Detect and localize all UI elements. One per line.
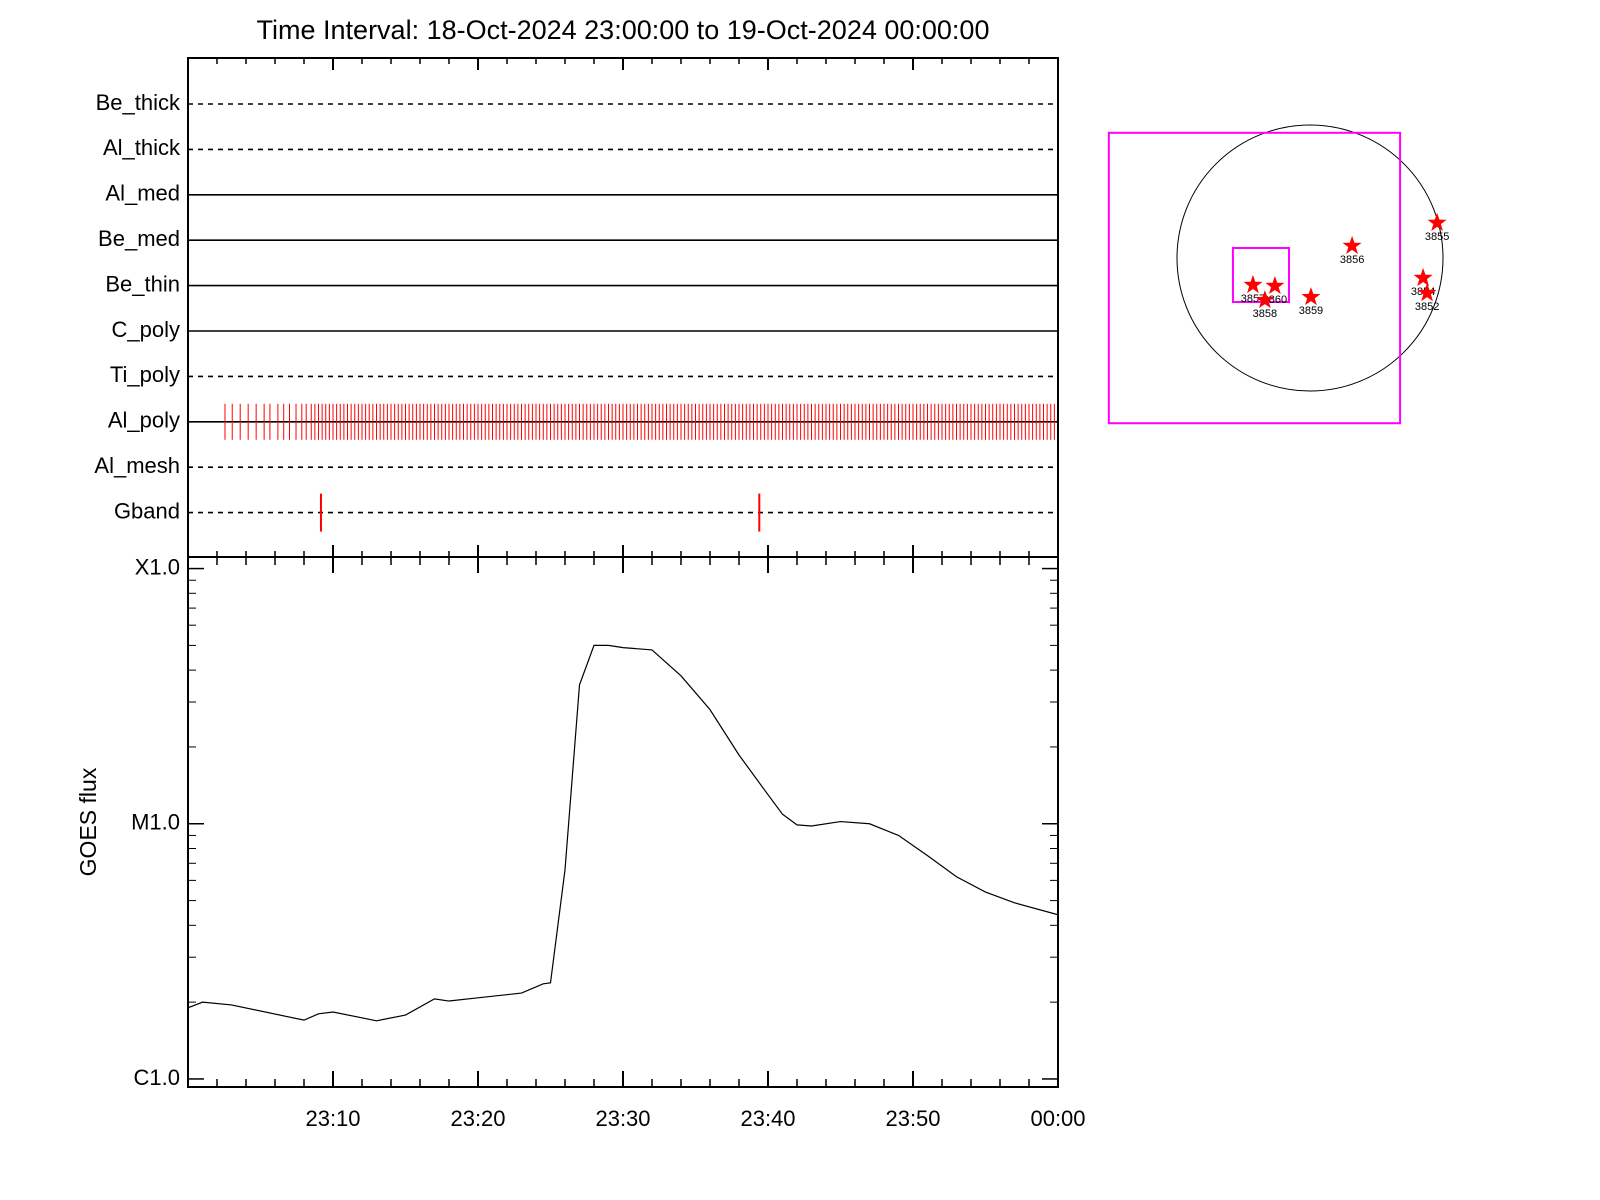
y-axis-label: GOES flux (75, 767, 101, 876)
row-label: Be_med (98, 226, 180, 251)
region-label: 3855 (1425, 231, 1449, 243)
row-label: Al_mesh (94, 453, 180, 478)
solar-disk (1176, 124, 1444, 392)
x-tick-label: 23:40 (740, 1106, 795, 1131)
y-tick-label: C1.0 (134, 1065, 180, 1090)
region-label: 3859 (1299, 305, 1323, 317)
row-label: Ti_poly (110, 362, 180, 387)
x-tick-label: 23:20 (450, 1106, 505, 1131)
flux-line (187, 644, 1059, 1022)
region-star (1255, 290, 1275, 309)
x-tick-label: 23:30 (595, 1106, 650, 1131)
region-label: 3858 (1253, 308, 1277, 320)
region-star (1265, 275, 1285, 295)
region-star (1417, 283, 1437, 302)
row-label: Gband (114, 498, 180, 523)
region-star (1301, 287, 1321, 306)
row-label: Al_poly (108, 408, 180, 433)
chart-title: Time Interval: 18-Oct-2024 23:00:00 to 1… (257, 15, 990, 45)
region-star (1413, 268, 1433, 287)
y-tick-label: X1.0 (135, 554, 180, 579)
row-label: C_poly (112, 317, 180, 342)
region-label: 3856 (1340, 254, 1364, 266)
y-tick-label: M1.0 (131, 810, 180, 835)
region-star (1243, 275, 1263, 294)
region-star (1342, 235, 1362, 255)
x-tick-label: 00:00 (1030, 1106, 1085, 1131)
row-label: Be_thick (96, 90, 181, 115)
region-star (1427, 212, 1447, 231)
x-tick-label: 23:50 (885, 1106, 940, 1131)
row-label: Be_thin (105, 271, 180, 296)
region-label: 3857 (1241, 293, 1265, 305)
row-label: Al_thick (103, 135, 181, 160)
row-label: Al_med (105, 181, 180, 206)
fov-box (1107, 131, 1402, 425)
x-tick-label: 23:10 (305, 1106, 360, 1131)
region-label: 3852 (1415, 301, 1439, 313)
